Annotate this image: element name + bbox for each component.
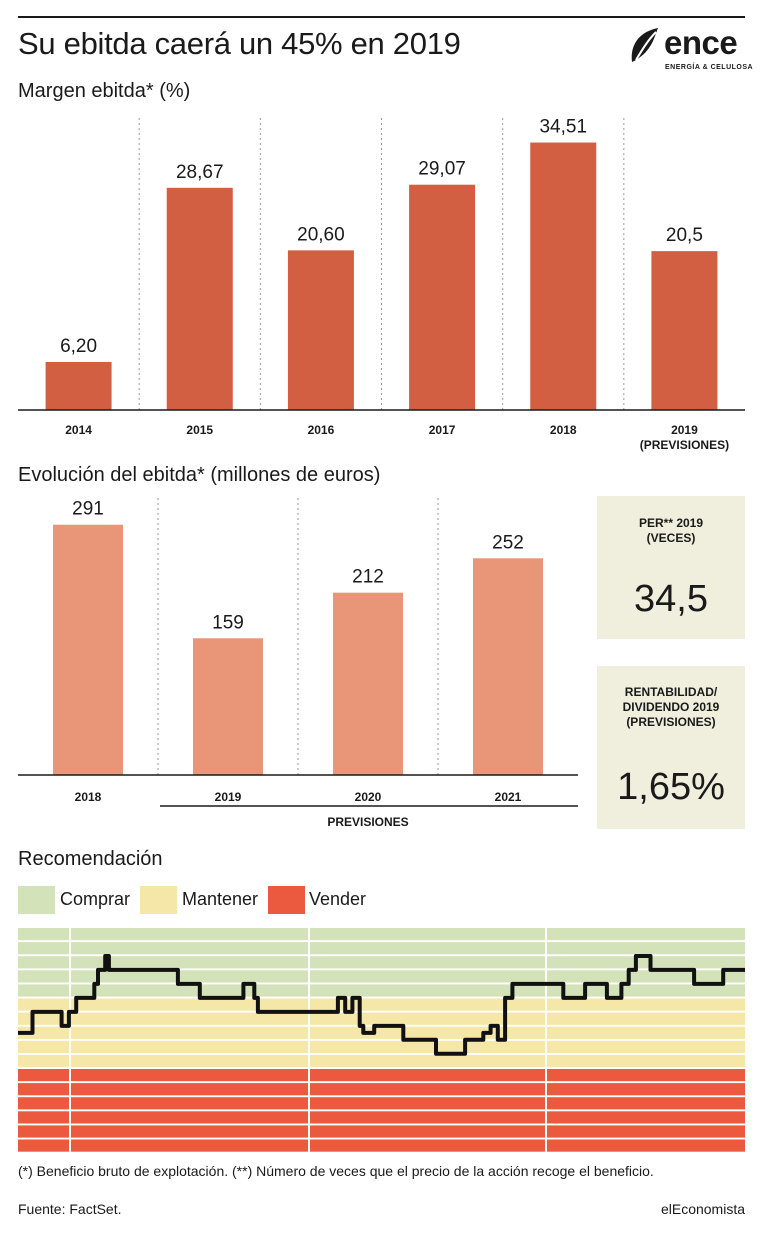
band-row	[18, 1139, 745, 1152]
bar-2019	[193, 638, 263, 775]
data-label-2018: 291	[72, 499, 104, 520]
leaf-icon	[631, 28, 658, 62]
tick-label-2014: 2014	[65, 423, 92, 437]
band-row	[18, 1012, 745, 1025]
legend-label-mantener: Mantener	[182, 889, 259, 909]
legend-swatch-vender	[268, 886, 305, 914]
per-label-2: (VECES)	[646, 531, 696, 545]
dividend-label-2: DIVIDENDO 2019	[622, 700, 720, 714]
bar-2014	[45, 361, 112, 410]
ebitda-evolution-chart: 291 2018 159 2019 212 2020 252 2021 PREVISIONES	[18, 498, 578, 829]
bar-2015	[166, 187, 233, 410]
dividend-box: RENTABILIDAD/ DIVIDENDO 2019 (PREVISIONE…	[597, 666, 745, 829]
tick-sublabel-2019: (PREVISIONES)	[640, 438, 729, 452]
data-label-2019: 20,5	[666, 225, 703, 246]
data-label-2019: 159	[212, 612, 244, 633]
band-row	[18, 970, 745, 983]
band-row	[18, 1125, 745, 1138]
data-label-2020: 212	[352, 567, 384, 588]
data-label-2017: 29,07	[418, 159, 466, 180]
band-row	[18, 1111, 745, 1124]
dividend-value: 1,65%	[617, 766, 725, 808]
bar-2017	[409, 184, 476, 410]
data-label-2021: 252	[492, 532, 524, 553]
band-row	[18, 1083, 745, 1096]
dividend-label-1: RENTABILIDAD/	[624, 685, 718, 699]
per-value: 34,5	[634, 578, 708, 620]
forecast-bracket-label: PREVISIONES	[327, 815, 408, 829]
legend-swatch-mantener	[140, 886, 177, 914]
recommendation-chart: 2016201720182019	[18, 928, 745, 1152]
logo-subtext: ENERGÍA & CELULOSA	[665, 64, 754, 71]
chart2-title: Evolución del ebitda* (millones de euros…	[18, 464, 381, 486]
tick-label-2020: 2020	[355, 790, 382, 804]
data-label-2015: 28,67	[176, 162, 224, 183]
tick-label-2019: 2019	[671, 423, 698, 437]
band-row	[18, 1097, 745, 1110]
tick-label-2018: 2018	[75, 790, 102, 804]
chart3-title: Recomendación	[18, 848, 163, 870]
legend-swatch-comprar	[18, 886, 55, 914]
bar-2020	[333, 592, 403, 775]
legend-label-comprar: Comprar	[60, 889, 131, 909]
per-box: PER** 2019 (VECES) 34,5	[597, 496, 745, 639]
tick-label-2017: 2017	[429, 423, 456, 437]
legend-label-vender: Vender	[309, 889, 367, 909]
chart1-title: Margen ebitda* (%)	[18, 80, 191, 102]
data-label-2018: 34,51	[539, 117, 587, 138]
band-row	[18, 928, 745, 941]
band-row	[18, 984, 745, 997]
bar-2018	[53, 524, 123, 775]
tick-label-2015: 2015	[186, 423, 213, 437]
top-rule	[18, 16, 745, 18]
band-row	[18, 1054, 745, 1068]
dividend-label-3: (PREVISIONES)	[626, 715, 716, 729]
data-label-2014: 6,20	[60, 336, 97, 357]
page-title: Su ebitda caerá un 45% en 2019	[18, 26, 461, 61]
tick-label-2016: 2016	[308, 423, 335, 437]
brand-credit: elEconomista	[660, 1201, 745, 1217]
bar-2018	[530, 142, 597, 411]
per-label-1: PER** 2019	[638, 516, 704, 530]
band-row	[18, 1040, 745, 1053]
logo-wordmark: ence	[664, 24, 738, 61]
band-row	[18, 942, 745, 955]
source-credit: Fuente: FactSet.	[18, 1201, 122, 1217]
band-row	[18, 1026, 745, 1039]
tick-label-2019: 2019	[215, 790, 242, 804]
data-label-2016: 20,60	[297, 224, 345, 245]
band-row	[18, 998, 745, 1011]
bar-2021	[473, 558, 543, 775]
band-row	[18, 1069, 745, 1082]
tick-label-2018: 2018	[550, 423, 577, 437]
band-row	[18, 956, 745, 969]
bar-2019	[651, 251, 718, 410]
bar-2016	[287, 250, 354, 410]
tick-label-2021: 2021	[495, 790, 522, 804]
ence-logo: ence ENERGÍA & CELULOSA	[628, 24, 753, 80]
footnote: (*) Beneficio bruto de explotación. (**)…	[18, 1163, 654, 1179]
margin-ebitda-chart: 6,20 2014 28,67 2015 20,60 2016 29,07 2017 34,51…	[18, 117, 745, 452]
recommendation-line	[18, 954, 745, 1056]
